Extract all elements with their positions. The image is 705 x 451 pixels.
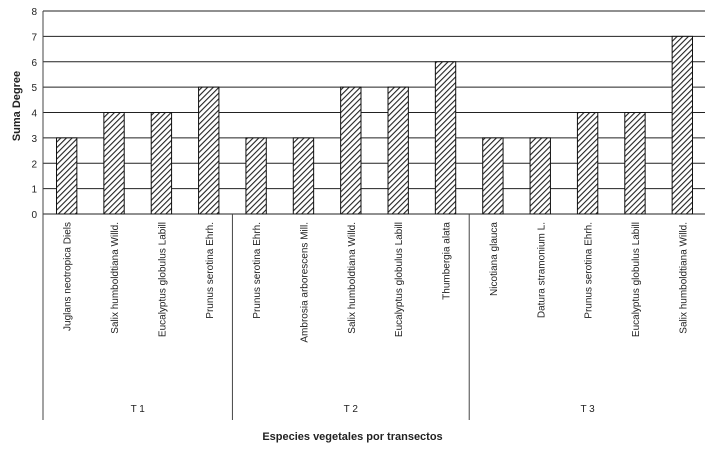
x-axis-title: Especies vegetales por transectos bbox=[262, 431, 443, 443]
group-label: T 2 bbox=[344, 404, 359, 415]
bar bbox=[576, 112, 599, 215]
y-tick-label: 8 bbox=[31, 7, 37, 18]
x-tick-label: Eucalyptus globulus Labill bbox=[394, 222, 405, 337]
gridlines bbox=[43, 10, 705, 215]
y-tick-label: 6 bbox=[31, 58, 37, 69]
bar bbox=[150, 112, 173, 215]
y-tick-label: 5 bbox=[31, 83, 37, 94]
bar bbox=[387, 86, 409, 215]
x-tick-label: Prunus serotina Ehrh. bbox=[584, 222, 595, 319]
x-tick-label: Nicotiana glauca bbox=[489, 222, 500, 296]
x-tick-label: Salix humboldtiana Willd. bbox=[347, 222, 358, 334]
y-tick-label: 2 bbox=[31, 159, 37, 170]
x-tick-label: Eucalyptus globulus Labill bbox=[631, 222, 642, 337]
bar bbox=[671, 35, 694, 215]
x-tick-label: Prunus serotina Ehrh. bbox=[205, 222, 216, 319]
x-tick-label: Ambrosia arborescens Mill. bbox=[299, 222, 310, 343]
bar bbox=[529, 137, 551, 215]
x-tick-label: Juglans neotropica Diels bbox=[63, 222, 74, 331]
y-tick-label: 4 bbox=[31, 109, 37, 120]
y-tick-label: 1 bbox=[31, 185, 37, 196]
group-label: T 3 bbox=[580, 404, 595, 415]
bars bbox=[55, 35, 694, 215]
bar bbox=[292, 137, 315, 215]
x-tick-label: Prunus serotina Ehrh. bbox=[252, 222, 263, 319]
bar bbox=[103, 112, 125, 215]
group-label: T 1 bbox=[131, 404, 146, 415]
x-tick-label: Datura stramonium L. bbox=[536, 222, 547, 318]
y-axis-title: Suma Degree bbox=[11, 70, 23, 142]
labels: 0 1 2 3 4 5 6 7 8 Juglans neotropica Diels Salix h… bbox=[31, 7, 689, 415]
x-tick-label: Thumbergia alata bbox=[442, 222, 453, 300]
bar bbox=[434, 61, 457, 215]
y-tick-label: 3 bbox=[31, 134, 37, 145]
bar bbox=[624, 112, 646, 215]
bar bbox=[340, 86, 362, 215]
bar bbox=[245, 137, 267, 215]
axes bbox=[42, 11, 470, 420]
x-tick-label: Salix humboldtiana Willd. bbox=[110, 222, 121, 334]
x-tick-label: Eucalyptus globulus Labill bbox=[157, 222, 168, 337]
bar bbox=[198, 86, 220, 215]
y-tick-label: 7 bbox=[31, 32, 37, 43]
x-tick-label: Salix humboldtiana Willd. bbox=[678, 222, 689, 334]
bar bbox=[55, 137, 78, 215]
y-tick-label: 0 bbox=[31, 210, 37, 221]
bar bbox=[482, 137, 504, 215]
